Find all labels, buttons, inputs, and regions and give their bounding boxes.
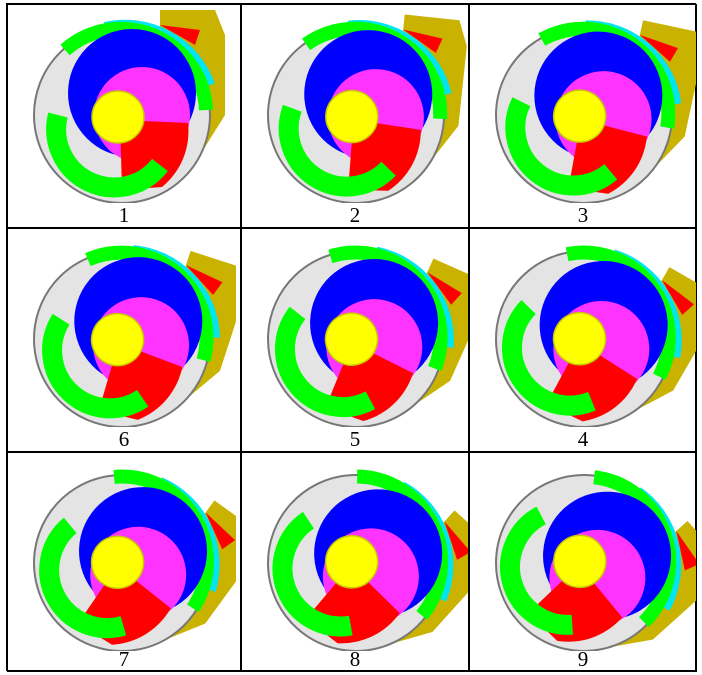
figure-cell: 6 — [7, 228, 241, 452]
rotor-render — [244, 453, 469, 651]
rotor-render — [244, 229, 469, 427]
figure-cell: 7 — [7, 452, 241, 672]
figure-cell: 2 — [241, 4, 469, 228]
panel-label: 5 — [242, 427, 468, 451]
rotor-render — [472, 5, 697, 203]
figure-cell: 5 — [241, 228, 469, 452]
panel-label: 4 — [470, 427, 696, 451]
panel-label: 6 — [8, 427, 240, 451]
panel-label: 7 — [8, 647, 240, 671]
panel-label: 8 — [242, 647, 468, 671]
panel-label: 1 — [8, 203, 240, 227]
panel-label: 9 — [470, 647, 696, 671]
rotor-render — [472, 453, 697, 651]
panel-label: 2 — [242, 203, 468, 227]
rotor-render — [10, 229, 236, 427]
panel-label: 3 — [470, 203, 696, 227]
rotor-render — [10, 453, 236, 651]
page: 123654789 {"table": {"rows": [["1", "2",… — [0, 0, 702, 675]
figure-cell: 3 — [469, 4, 697, 228]
figure-cell: 9 — [469, 452, 697, 672]
rotor-render — [244, 5, 469, 203]
figure-cell: 8 — [241, 452, 469, 672]
rotor-render — [472, 229, 697, 427]
figure-cell: 1 — [7, 4, 241, 228]
figure-cell: 4 — [469, 228, 697, 452]
rotor-render — [10, 5, 236, 203]
